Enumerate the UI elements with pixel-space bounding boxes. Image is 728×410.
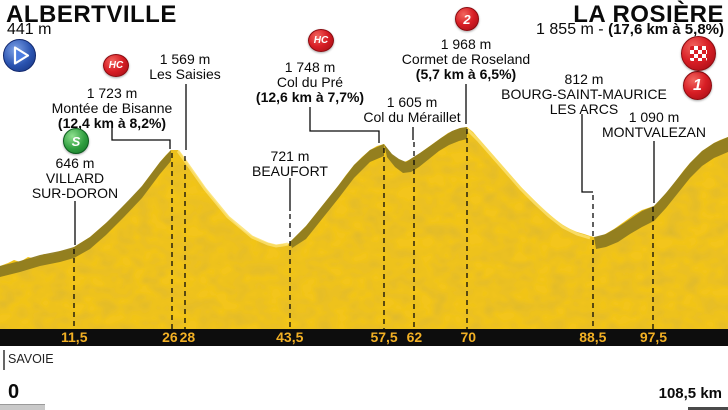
label-col-du-meraillet: 1 605 m Col du Méraillet xyxy=(363,94,461,125)
finish-altitude: 1 855 m - xyxy=(536,21,604,38)
label-les-saisies: 1 569 m Les Saisies xyxy=(149,51,221,82)
start-town-title: ALBERTVILLE xyxy=(6,1,177,28)
category-1-badge: 1 xyxy=(683,71,712,100)
start-altitude: 441 m xyxy=(7,21,52,38)
km-total-label: 108,5 km xyxy=(658,385,722,402)
label-montvalezan: 1 090 m MONTVALEZAN xyxy=(602,109,706,140)
bottom-left-fragment xyxy=(0,404,45,410)
highlight-descent-saisies xyxy=(176,150,289,248)
axis-tick-57,5: 57,5 xyxy=(370,329,398,345)
finish-altitude-detail: 1 855 m - (17,6 km à 5,8%) xyxy=(536,21,724,39)
bottom-right-fragment xyxy=(688,407,728,410)
axis-tick-97,5: 97,5 xyxy=(639,329,668,345)
axis-tick-26: 26 xyxy=(162,329,178,345)
checkered-flag-icon xyxy=(690,46,707,61)
axis-tick-88,5: 88,5 xyxy=(579,329,607,345)
play-button[interactable] xyxy=(3,39,36,72)
shadow-band-pre-climb xyxy=(290,144,384,248)
sprint-badge: S xyxy=(63,128,89,154)
finish-checkered-badge xyxy=(681,36,716,71)
label-beaufort: 721 m BEAUFORT xyxy=(252,148,328,179)
finish-climb-stats: (17,6 km à 5,8%) xyxy=(608,21,724,38)
hc-category-badge: HC xyxy=(308,29,334,52)
axis-tick-28: 28 xyxy=(179,329,196,345)
leader-lines xyxy=(74,84,655,245)
axis-tick-62: 62 xyxy=(406,329,423,345)
label-montee-de-bisanne: 1 723 m Montée de Bisanne (12,4 km à 8,2%… xyxy=(51,85,173,131)
play-icon xyxy=(13,46,30,65)
highlight-descent-roselend xyxy=(465,127,591,240)
shadow-band-roselend-climb xyxy=(384,127,467,173)
region-label: SAVOIE xyxy=(8,352,54,366)
axis-tick-11,5: 11,5 xyxy=(61,329,88,345)
axis-bar: 11,5 26 28 43,5 57,5 62 70 88,5 97,5 xyxy=(0,329,728,346)
shadow-band-bisanne-climb xyxy=(0,150,171,277)
shadow-band-rosiere-climb xyxy=(594,137,728,249)
mountain-profile-shape xyxy=(0,127,728,329)
axis-tick-70: 70 xyxy=(460,329,477,345)
axis-tick-43,5: 43,5 xyxy=(276,329,304,345)
region-boundary-tick xyxy=(3,350,5,370)
label-villard-sur-doron: 646 m VILLARD SUR-DORON xyxy=(31,155,119,201)
km-start-label: 0 xyxy=(8,381,20,403)
dashed-km-lines xyxy=(73,129,654,329)
finish-town-title: LA ROSIÈRE xyxy=(573,1,724,28)
label-col-du-pre: 1 748 m Col du Pré (12,6 km à 7,7%) xyxy=(255,59,365,105)
category-2-badge: 2 xyxy=(455,7,479,31)
hc-category-badge: HC xyxy=(103,54,129,77)
